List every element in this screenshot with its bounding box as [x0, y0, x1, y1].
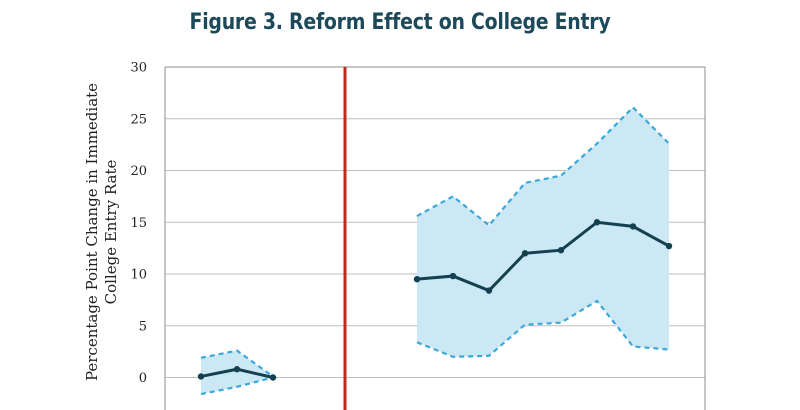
ci-upper-pre	[200, 349, 274, 378]
estimate-point-pre-2	[233, 366, 241, 373]
y-axis-label-line2: College Entry Rate	[102, 159, 120, 304]
y-tick-labels: 0 5 10 15 20 25 30	[130, 61, 147, 387]
estimate-point-pre-1	[197, 373, 205, 380]
estimate-point-post-4	[521, 250, 529, 257]
y-tick-15: 15	[130, 216, 147, 231]
y-tick-0: 0	[139, 371, 147, 386]
estimate-point-post-1	[413, 275, 421, 283]
estimate-point-post-6	[593, 219, 601, 226]
estimate-point-post-5	[557, 246, 565, 254]
y-tick-5: 5	[139, 319, 147, 334]
y-tick-10: 10	[130, 268, 147, 283]
estimate-point-post-3	[485, 287, 493, 294]
ci-band-post	[417, 107, 669, 357]
y-tick-25: 25	[130, 112, 147, 127]
estimate-line-post	[416, 220, 670, 293]
plot-frame	[164, 66, 706, 410]
confidence-bands	[201, 107, 669, 395]
estimate-point-post-8	[665, 242, 673, 250]
y-axis-label-line1: Percentage Point Change in Immediate	[83, 83, 101, 381]
ci-upper-post	[416, 105, 670, 227]
y-tick-30: 30	[130, 61, 147, 76]
estimate-point-post-7	[629, 223, 637, 230]
ci-lower-pre	[200, 376, 274, 396]
estimate-point-pre-3	[269, 374, 277, 381]
y-tick-20: 20	[130, 164, 147, 179]
confidence-lines	[200, 105, 670, 396]
estimate-points	[197, 219, 673, 381]
estimate-point-post-2	[449, 272, 457, 280]
chart-title: Figure 3. Reform Effect on College Entry	[189, 10, 611, 35]
